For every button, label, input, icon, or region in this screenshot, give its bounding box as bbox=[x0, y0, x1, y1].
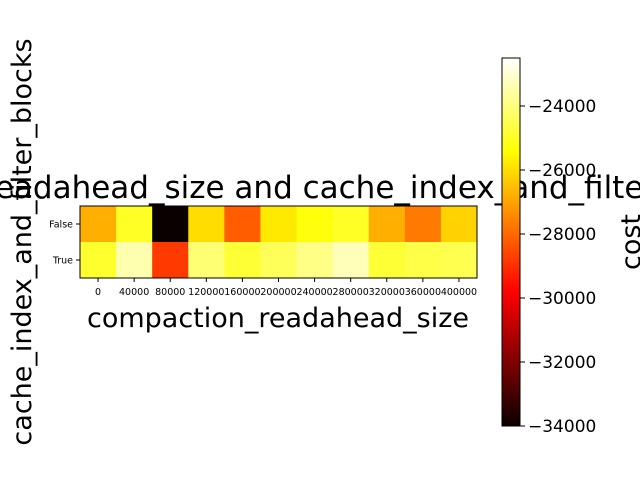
colorbar-tick-label: −26000 bbox=[528, 161, 596, 181]
x-tick-label: 280000 bbox=[333, 287, 369, 298]
heatmap-cell bbox=[368, 242, 406, 279]
heatmap-cell bbox=[116, 242, 153, 279]
x-tick-label: 80000 bbox=[155, 287, 185, 298]
heatmap-cell bbox=[260, 242, 298, 279]
colorbar-tick-label: −30000 bbox=[528, 289, 596, 309]
x-tick-labels: 0 40000 80000 120000 160000 200000 240000 28000… bbox=[95, 278, 477, 298]
colorbar-ticks: −24000 −26000 −28000 −30000 −32000 −34000 bbox=[520, 97, 596, 437]
heatmap-cell bbox=[404, 242, 442, 279]
heatmap-cell bbox=[440, 242, 478, 279]
heatmap-cell bbox=[332, 242, 370, 279]
heatmap-cell bbox=[404, 206, 442, 243]
chart-title: compaction_readahead_size and cache_inde… bbox=[0, 170, 640, 206]
y-tick-label: False bbox=[49, 220, 73, 231]
x-tick-label: 160000 bbox=[224, 287, 260, 298]
colorbar-tick-label: −32000 bbox=[528, 353, 596, 373]
x-tick-label: 360000 bbox=[405, 287, 441, 298]
heatmap-cell bbox=[332, 206, 370, 243]
heatmap-cell bbox=[80, 242, 117, 279]
x-tick-label: 320000 bbox=[369, 287, 405, 298]
heatmap-cell bbox=[152, 206, 189, 243]
y-tick-label: True bbox=[52, 256, 73, 267]
x-tick-label: 0 bbox=[95, 287, 101, 298]
x-tick-label: 40000 bbox=[119, 287, 149, 298]
heatmap-cell bbox=[296, 242, 334, 279]
x-tick-label: 200000 bbox=[260, 287, 296, 298]
heatmap-cell bbox=[188, 242, 225, 279]
heatmap-cell bbox=[224, 242, 261, 279]
heatmap-cell bbox=[188, 206, 225, 243]
heatmap-cell bbox=[116, 206, 153, 243]
x-tick-label: 400000 bbox=[441, 287, 477, 298]
colorbar bbox=[501, 57, 521, 427]
x-tick-label: 120000 bbox=[188, 287, 224, 298]
heatmap-cell bbox=[260, 206, 298, 243]
heatmap-cell bbox=[152, 242, 189, 279]
x-tick-label: 240000 bbox=[296, 287, 332, 298]
colorbar-label: cost bbox=[616, 214, 640, 270]
x-axis-label: compaction_readahead_size bbox=[87, 303, 469, 334]
colorbar-tick-label: −24000 bbox=[528, 97, 596, 117]
colorbar-tick-label: −28000 bbox=[528, 225, 596, 245]
heatmap-cell bbox=[296, 206, 334, 243]
y-tick-labels: False True bbox=[49, 220, 80, 267]
heatmap-cells bbox=[80, 206, 478, 279]
heatmap-cell bbox=[80, 206, 117, 243]
y-axis-label: cache_index_and_filter_blocks bbox=[7, 38, 38, 445]
heatmap-cell bbox=[440, 206, 478, 243]
heatmap-cell bbox=[368, 206, 406, 243]
colorbar-tick-label: −34000 bbox=[528, 417, 596, 437]
heatmap-cell bbox=[224, 206, 261, 243]
